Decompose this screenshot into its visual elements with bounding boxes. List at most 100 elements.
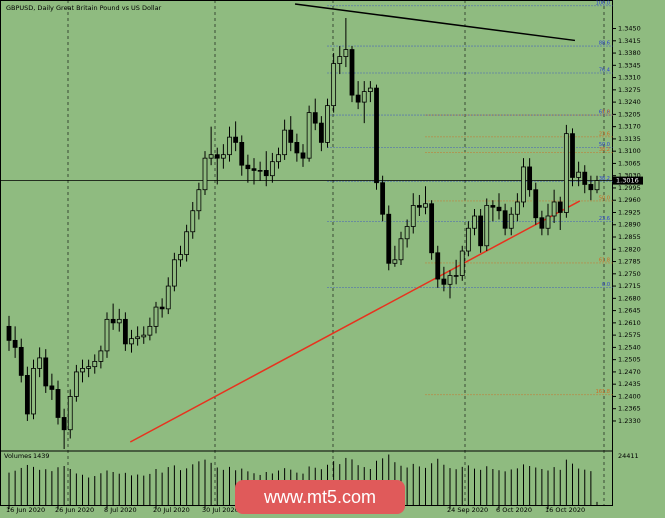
candle-body — [202, 157, 208, 191]
y-tick-label: 1.2575 — [618, 331, 641, 339]
y-tick-label: 1.2610 — [618, 319, 641, 327]
y-tick-label: 1.3100 — [618, 147, 641, 155]
fib-label: 0.0 — [602, 110, 610, 116]
candle-body — [104, 318, 110, 352]
candle-body — [147, 325, 153, 336]
candle-body — [263, 170, 269, 177]
y-tick-label: 1.2365 — [618, 405, 641, 413]
x-tick-label: 20 Jul 2020 — [153, 506, 190, 514]
fib-label: 38.2 — [599, 147, 610, 153]
candle-body — [557, 201, 563, 213]
x-tick-label: 16 Oct 2020 — [545, 506, 585, 514]
fib-label: 61.8 — [599, 257, 610, 263]
chart-title: GBPUSD, Daily — [6, 4, 54, 12]
candle-body — [563, 133, 569, 213]
trendline — [129, 200, 581, 443]
candle-body — [24, 375, 30, 415]
y-tick-label: 1.2960 — [618, 196, 641, 204]
candle-body — [588, 184, 594, 191]
volume-label: Volumes — [4, 452, 32, 460]
candle-body — [312, 112, 318, 124]
candle-body — [6, 325, 12, 341]
candle-body — [386, 213, 392, 264]
candle-body — [527, 166, 533, 191]
volume-last: 1439 — [33, 452, 50, 460]
candle-body — [196, 189, 202, 212]
layer: 1.2330 1.2365 1.2400 1.2435 1.2470 1.2505 1.25… — [0, 0, 643, 514]
candle-body — [110, 318, 116, 324]
candle-body — [582, 171, 588, 185]
candle-body — [184, 231, 190, 255]
candle-body — [227, 136, 232, 156]
candle-body — [496, 206, 502, 212]
candle-body — [410, 205, 416, 227]
candle-body — [18, 346, 24, 376]
candle-body — [12, 339, 18, 348]
candle-body — [37, 357, 43, 369]
y-tick-label: 1.2750 — [618, 270, 641, 278]
current-price-box — [613, 176, 643, 185]
x-tick-label: 30 Jul 2020 — [202, 506, 239, 514]
y-tick-label: 1.2715 — [618, 282, 641, 290]
candle-body — [551, 201, 557, 217]
y-tick-label: 1.3450 — [618, 25, 641, 33]
candle-body — [43, 357, 49, 387]
candle-body — [502, 210, 508, 229]
candle-body — [429, 203, 435, 254]
candle-body — [594, 180, 600, 191]
y-tick-label: 1.2435 — [618, 380, 641, 388]
y-tick-label: 1.2330 — [618, 417, 641, 425]
candle-body — [508, 213, 514, 229]
candle-body — [361, 91, 367, 103]
candle-body — [318, 122, 324, 143]
y-tick-label: 1.3170 — [618, 123, 641, 131]
candle-body — [539, 217, 545, 229]
candle-body — [257, 170, 263, 172]
candle-body — [570, 133, 575, 178]
volume-axis-label: 24411 — [618, 452, 639, 460]
y-tick-label: 1.2470 — [618, 368, 641, 376]
candle-body — [153, 306, 159, 327]
candle-body — [165, 285, 171, 310]
y-tick-label: 1.2995 — [618, 184, 641, 192]
candle-body — [423, 203, 428, 208]
candle-body — [92, 361, 98, 368]
fib-label: 50.0 — [599, 195, 610, 201]
watermark: www.mt5.com — [263, 487, 376, 507]
candle-body — [129, 338, 134, 345]
candle-body — [141, 334, 147, 338]
x-tick-label: 24 Sep 2020 — [447, 506, 488, 514]
candle-body — [135, 336, 141, 340]
candle-body — [459, 250, 465, 276]
y-tick-label: 1.3275 — [618, 86, 641, 94]
candle-body — [31, 368, 36, 415]
y-tick-label: 1.3135 — [618, 135, 641, 143]
y-tick-label: 1.2540 — [618, 343, 641, 351]
fib-label: 38.2 — [599, 176, 610, 182]
candle-body — [380, 182, 386, 215]
candle-body — [86, 366, 92, 369]
candle-body — [55, 389, 61, 418]
candle-body — [472, 215, 477, 229]
candle-body — [331, 63, 337, 107]
candle-body — [576, 171, 582, 178]
candle-body — [392, 259, 398, 264]
trendline — [294, 3, 576, 42]
candle-body — [251, 168, 257, 171]
candle-body — [269, 161, 275, 177]
fib-label: 61.8 — [599, 110, 610, 116]
candle-body — [49, 385, 55, 390]
candle-body — [178, 254, 183, 261]
fib-label: 23.6 — [599, 131, 610, 137]
candle-body — [484, 205, 490, 247]
candle-body — [349, 49, 355, 96]
candle-body — [98, 350, 104, 362]
candle-body — [533, 189, 539, 219]
y-tick-label: 1.3380 — [618, 49, 641, 57]
y-tick-label: 1.2820 — [618, 245, 641, 253]
candle-body — [73, 371, 79, 397]
candle-body — [190, 210, 196, 233]
candle-body — [325, 105, 330, 143]
candle-body — [171, 259, 177, 287]
